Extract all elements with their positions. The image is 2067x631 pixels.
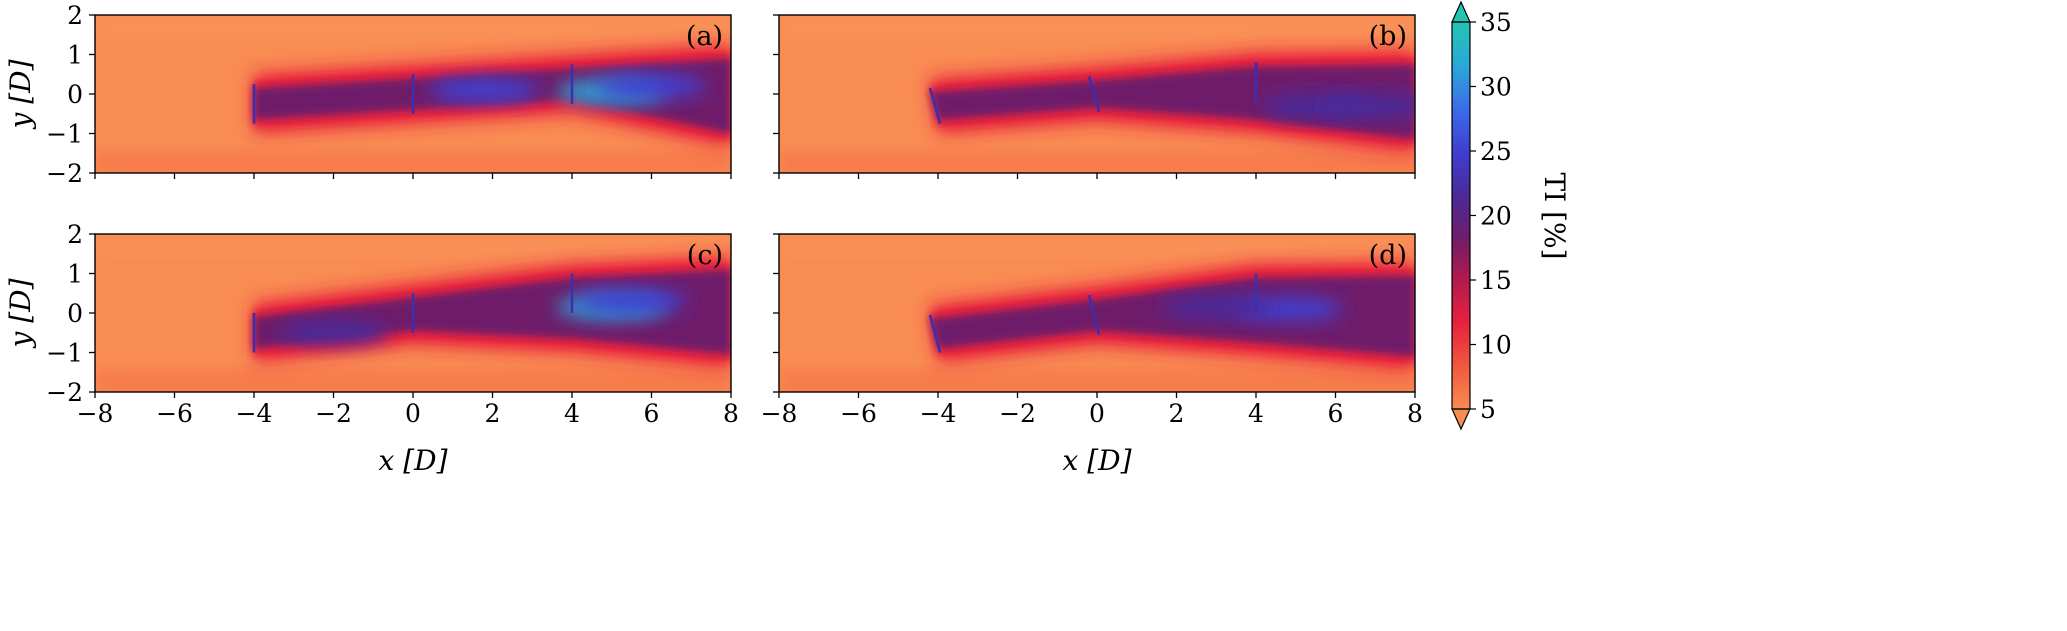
y-tick-label: −1 — [46, 339, 83, 368]
y-tick-label: 2 — [67, 1, 83, 30]
panel-label: (c) — [687, 240, 723, 271]
ti-hotspot — [429, 78, 540, 103]
colorbar: 5 10 15 20 25 30 35 TI [%] — [1451, 0, 1571, 431]
panel-a: −2 −1 0 1 2 (a) y [D] — [4, 1, 732, 188]
x-tick-label: 8 — [723, 399, 739, 428]
panel-label: (a) — [686, 21, 723, 52]
y-tick-label: 2 — [67, 220, 83, 249]
ambient-streak — [779, 374, 1415, 391]
x-tick-label: −2 — [315, 399, 352, 428]
x-tick-label: 6 — [1328, 399, 1344, 428]
x-axis-label: x [D] — [1063, 444, 1132, 477]
colorbar-tick-label: 10 — [1480, 331, 1512, 360]
ti-hotspot — [596, 74, 707, 99]
panel-label: (b) — [1369, 21, 1407, 52]
y-tick-label: 0 — [67, 299, 83, 328]
ambient-streak — [779, 239, 1415, 254]
x-tick-label: −6 — [156, 399, 193, 428]
x-tick-label: 4 — [1248, 399, 1264, 428]
ti-field — [95, 234, 731, 392]
ti-hotspot — [1161, 295, 1272, 320]
y-tick-label: 0 — [67, 80, 83, 109]
ti-field — [95, 15, 731, 173]
x-tick-label: −8 — [77, 399, 114, 428]
ti-hotspot — [278, 320, 389, 345]
ti-field — [779, 234, 1415, 392]
turbine-rotor — [1087, 294, 1101, 336]
colorbar-tick-label: 15 — [1480, 266, 1512, 295]
colorbar-label: TI [%] — [1538, 172, 1571, 259]
turbine-rotor — [1087, 75, 1101, 113]
x-tick-label: 0 — [1089, 399, 1105, 428]
x-axis-label: x [D] — [379, 444, 448, 477]
x-tick-label: −4 — [236, 399, 273, 428]
x-tick-label: −2 — [999, 399, 1036, 428]
colorbar-tick-label: 25 — [1480, 137, 1512, 166]
colorbar-tick-label: 30 — [1480, 73, 1512, 102]
colorbar-tick-label: 35 — [1480, 8, 1512, 37]
x-tick-label: −8 — [761, 399, 798, 428]
y-tick-label: 1 — [67, 260, 83, 289]
panel-c: −8 −6 −4 −2 0 2 4 6 8 −2 −1 0 1 2 (c) y [D] x [D] — [4, 220, 739, 477]
x-tick-label: 0 — [405, 399, 421, 428]
y-tick-label: −1 — [46, 120, 83, 149]
ambient-streak — [779, 155, 1415, 172]
ambient-streak — [95, 239, 731, 254]
turbine-rotor — [928, 314, 942, 353]
colorbar-tick-label: 5 — [1480, 395, 1496, 424]
y-tick-label: 1 — [67, 41, 83, 70]
y-axis-label: y [D] — [4, 59, 37, 130]
panel-d: −8 −6 −4 −2 0 2 4 6 8 (d) x [D] — [761, 233, 1423, 477]
colorbar-gradient — [1452, 22, 1470, 409]
turbine-rotor — [928, 87, 942, 124]
panel-b: (b) — [773, 14, 1416, 179]
ti-hotspot — [576, 289, 687, 314]
ti-field — [779, 15, 1415, 173]
x-tick-label: 4 — [564, 399, 580, 428]
x-tick-label: 8 — [1407, 399, 1423, 428]
x-tick-label: −4 — [920, 399, 957, 428]
y-tick-label: −2 — [46, 378, 83, 407]
x-tick-label: 2 — [485, 399, 501, 428]
ambient-streak — [95, 20, 731, 35]
y-tick-label: −2 — [46, 159, 83, 188]
ambient-streak — [95, 155, 731, 172]
ambient-streak — [779, 20, 1415, 35]
colorbar-extend-min — [1451, 408, 1471, 431]
wake-core — [930, 275, 1415, 357]
colorbar-extend-max — [1451, 0, 1471, 23]
wake-core — [930, 64, 1415, 140]
x-tick-label: 6 — [644, 399, 660, 428]
colorbar-tick-label: 20 — [1480, 202, 1512, 231]
y-axis-label: y [D] — [4, 278, 37, 349]
panel-label: (d) — [1369, 240, 1407, 271]
ambient-streak — [95, 374, 731, 391]
ti-hotspot — [1320, 93, 1415, 118]
x-tick-label: −6 — [840, 399, 877, 428]
x-tick-label: 2 — [1169, 399, 1185, 428]
